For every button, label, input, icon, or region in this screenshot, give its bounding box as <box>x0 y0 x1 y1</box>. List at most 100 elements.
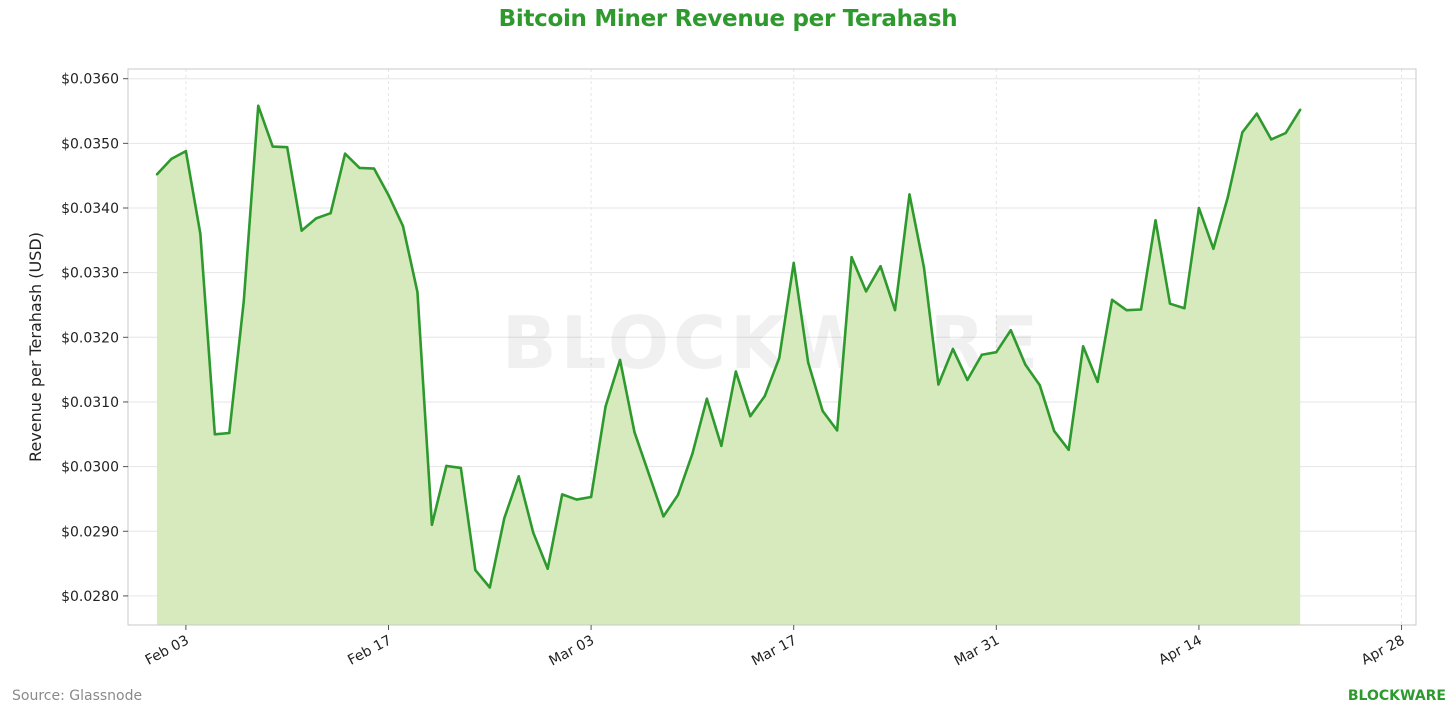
data-point <box>1183 307 1186 310</box>
data-point <box>343 152 347 155</box>
data-point <box>821 409 824 413</box>
data-point <box>1284 131 1287 135</box>
data-point <box>474 568 477 572</box>
data-point <box>459 466 463 470</box>
x-axis: Feb 03 Feb 17 Mar 03 Mar 17 Mar 31 Apr 14 Apr … <box>143 625 1408 669</box>
y-tick-label: $0.0300 <box>61 460 119 476</box>
data-point <box>1270 138 1273 141</box>
y-tick-label: $0.0330 <box>61 266 119 282</box>
data-point <box>676 493 680 497</box>
y-tick-label: $0.0310 <box>61 395 119 411</box>
source-note: Source: Glassnode <box>12 688 143 704</box>
data-point <box>300 229 303 232</box>
data-point <box>517 475 520 478</box>
data-point <box>445 464 448 468</box>
data-point <box>691 452 694 455</box>
chart-title: Bitcoin Miner Revenue per Terahash <box>498 6 958 32</box>
data-point <box>749 414 752 418</box>
data-point <box>228 431 231 435</box>
data-point <box>271 145 274 148</box>
data-point <box>908 193 911 196</box>
data-point <box>1009 328 1012 332</box>
data-point <box>604 405 607 408</box>
y-tick-label: $0.0340 <box>61 201 119 217</box>
data-point <box>966 378 969 382</box>
data-point <box>372 167 376 170</box>
data-point <box>1241 131 1244 134</box>
x-tick-label: Feb 03 <box>143 632 192 668</box>
y-tick-label: $0.0320 <box>61 330 119 346</box>
data-point <box>170 157 173 161</box>
x-tick-label: Feb 17 <box>345 632 394 668</box>
y-axis: $0.0280 $0.0290 $0.0300 $0.0310 $0.0320 $0.03… <box>61 72 128 605</box>
data-point <box>647 473 651 476</box>
data-point <box>314 217 318 220</box>
data-point <box>532 531 535 534</box>
data-point <box>503 517 506 520</box>
data-point <box>1299 108 1302 111</box>
data-point <box>995 350 998 354</box>
data-point <box>951 347 955 351</box>
data-point <box>358 166 361 170</box>
plot-frame <box>127 68 1417 626</box>
y-axis-title: Revenue per Terahash (USD) <box>26 232 45 462</box>
data-point <box>1081 345 1085 348</box>
data-point <box>488 586 491 589</box>
data-point <box>893 308 897 312</box>
data-point <box>922 266 926 269</box>
data-point <box>213 433 217 436</box>
data-point <box>850 255 853 259</box>
data-point <box>1053 429 1056 433</box>
x-tick-label: Apr 14 <box>1156 632 1205 668</box>
data-point <box>1110 298 1114 301</box>
data-point <box>980 353 984 356</box>
data-point <box>546 567 549 570</box>
data-point <box>1197 206 1201 210</box>
data-point <box>1226 195 1230 199</box>
series-area-fill <box>156 105 1301 626</box>
x-tick-label: Mar 03 <box>546 632 597 669</box>
y-tick-label: $0.0280 <box>61 589 119 605</box>
y-tick-label: $0.0350 <box>61 136 119 152</box>
data-point <box>257 104 260 108</box>
data-point <box>560 493 564 496</box>
data-point <box>778 356 781 360</box>
series-line <box>155 104 1302 589</box>
y-tick-label: $0.0360 <box>61 72 119 88</box>
data-point <box>662 515 665 518</box>
data-point <box>937 383 940 386</box>
data-point <box>835 429 839 432</box>
data-point <box>633 431 636 434</box>
data-point <box>575 498 578 501</box>
data-point <box>242 299 245 303</box>
data-point <box>589 495 593 499</box>
data-point <box>806 361 810 364</box>
data-point <box>1212 247 1215 250</box>
x-tick-label: Apr 28 <box>1359 632 1408 668</box>
data-point <box>1139 308 1143 311</box>
data-point <box>1096 380 1099 384</box>
data-point <box>1168 302 1172 305</box>
data-point <box>734 370 738 373</box>
data-point <box>401 224 405 228</box>
x-tick-label: Mar 31 <box>952 632 1003 669</box>
data-point <box>1038 383 1041 387</box>
data-point <box>155 173 159 176</box>
y-tick-label: $0.0290 <box>61 524 119 540</box>
data-point <box>430 523 434 526</box>
data-point <box>285 146 289 149</box>
data-point <box>1067 448 1070 451</box>
data-point <box>618 358 622 362</box>
data-point <box>387 193 390 197</box>
data-point <box>416 290 419 294</box>
x-tick-label: Mar 17 <box>749 632 800 669</box>
data-point <box>184 149 188 153</box>
data-point <box>1024 363 1027 366</box>
data-point <box>864 290 868 293</box>
data-point <box>705 397 709 400</box>
series-points <box>155 104 1302 589</box>
data-point <box>1125 308 1128 312</box>
data-point <box>792 261 795 265</box>
data-point <box>1154 219 1157 222</box>
